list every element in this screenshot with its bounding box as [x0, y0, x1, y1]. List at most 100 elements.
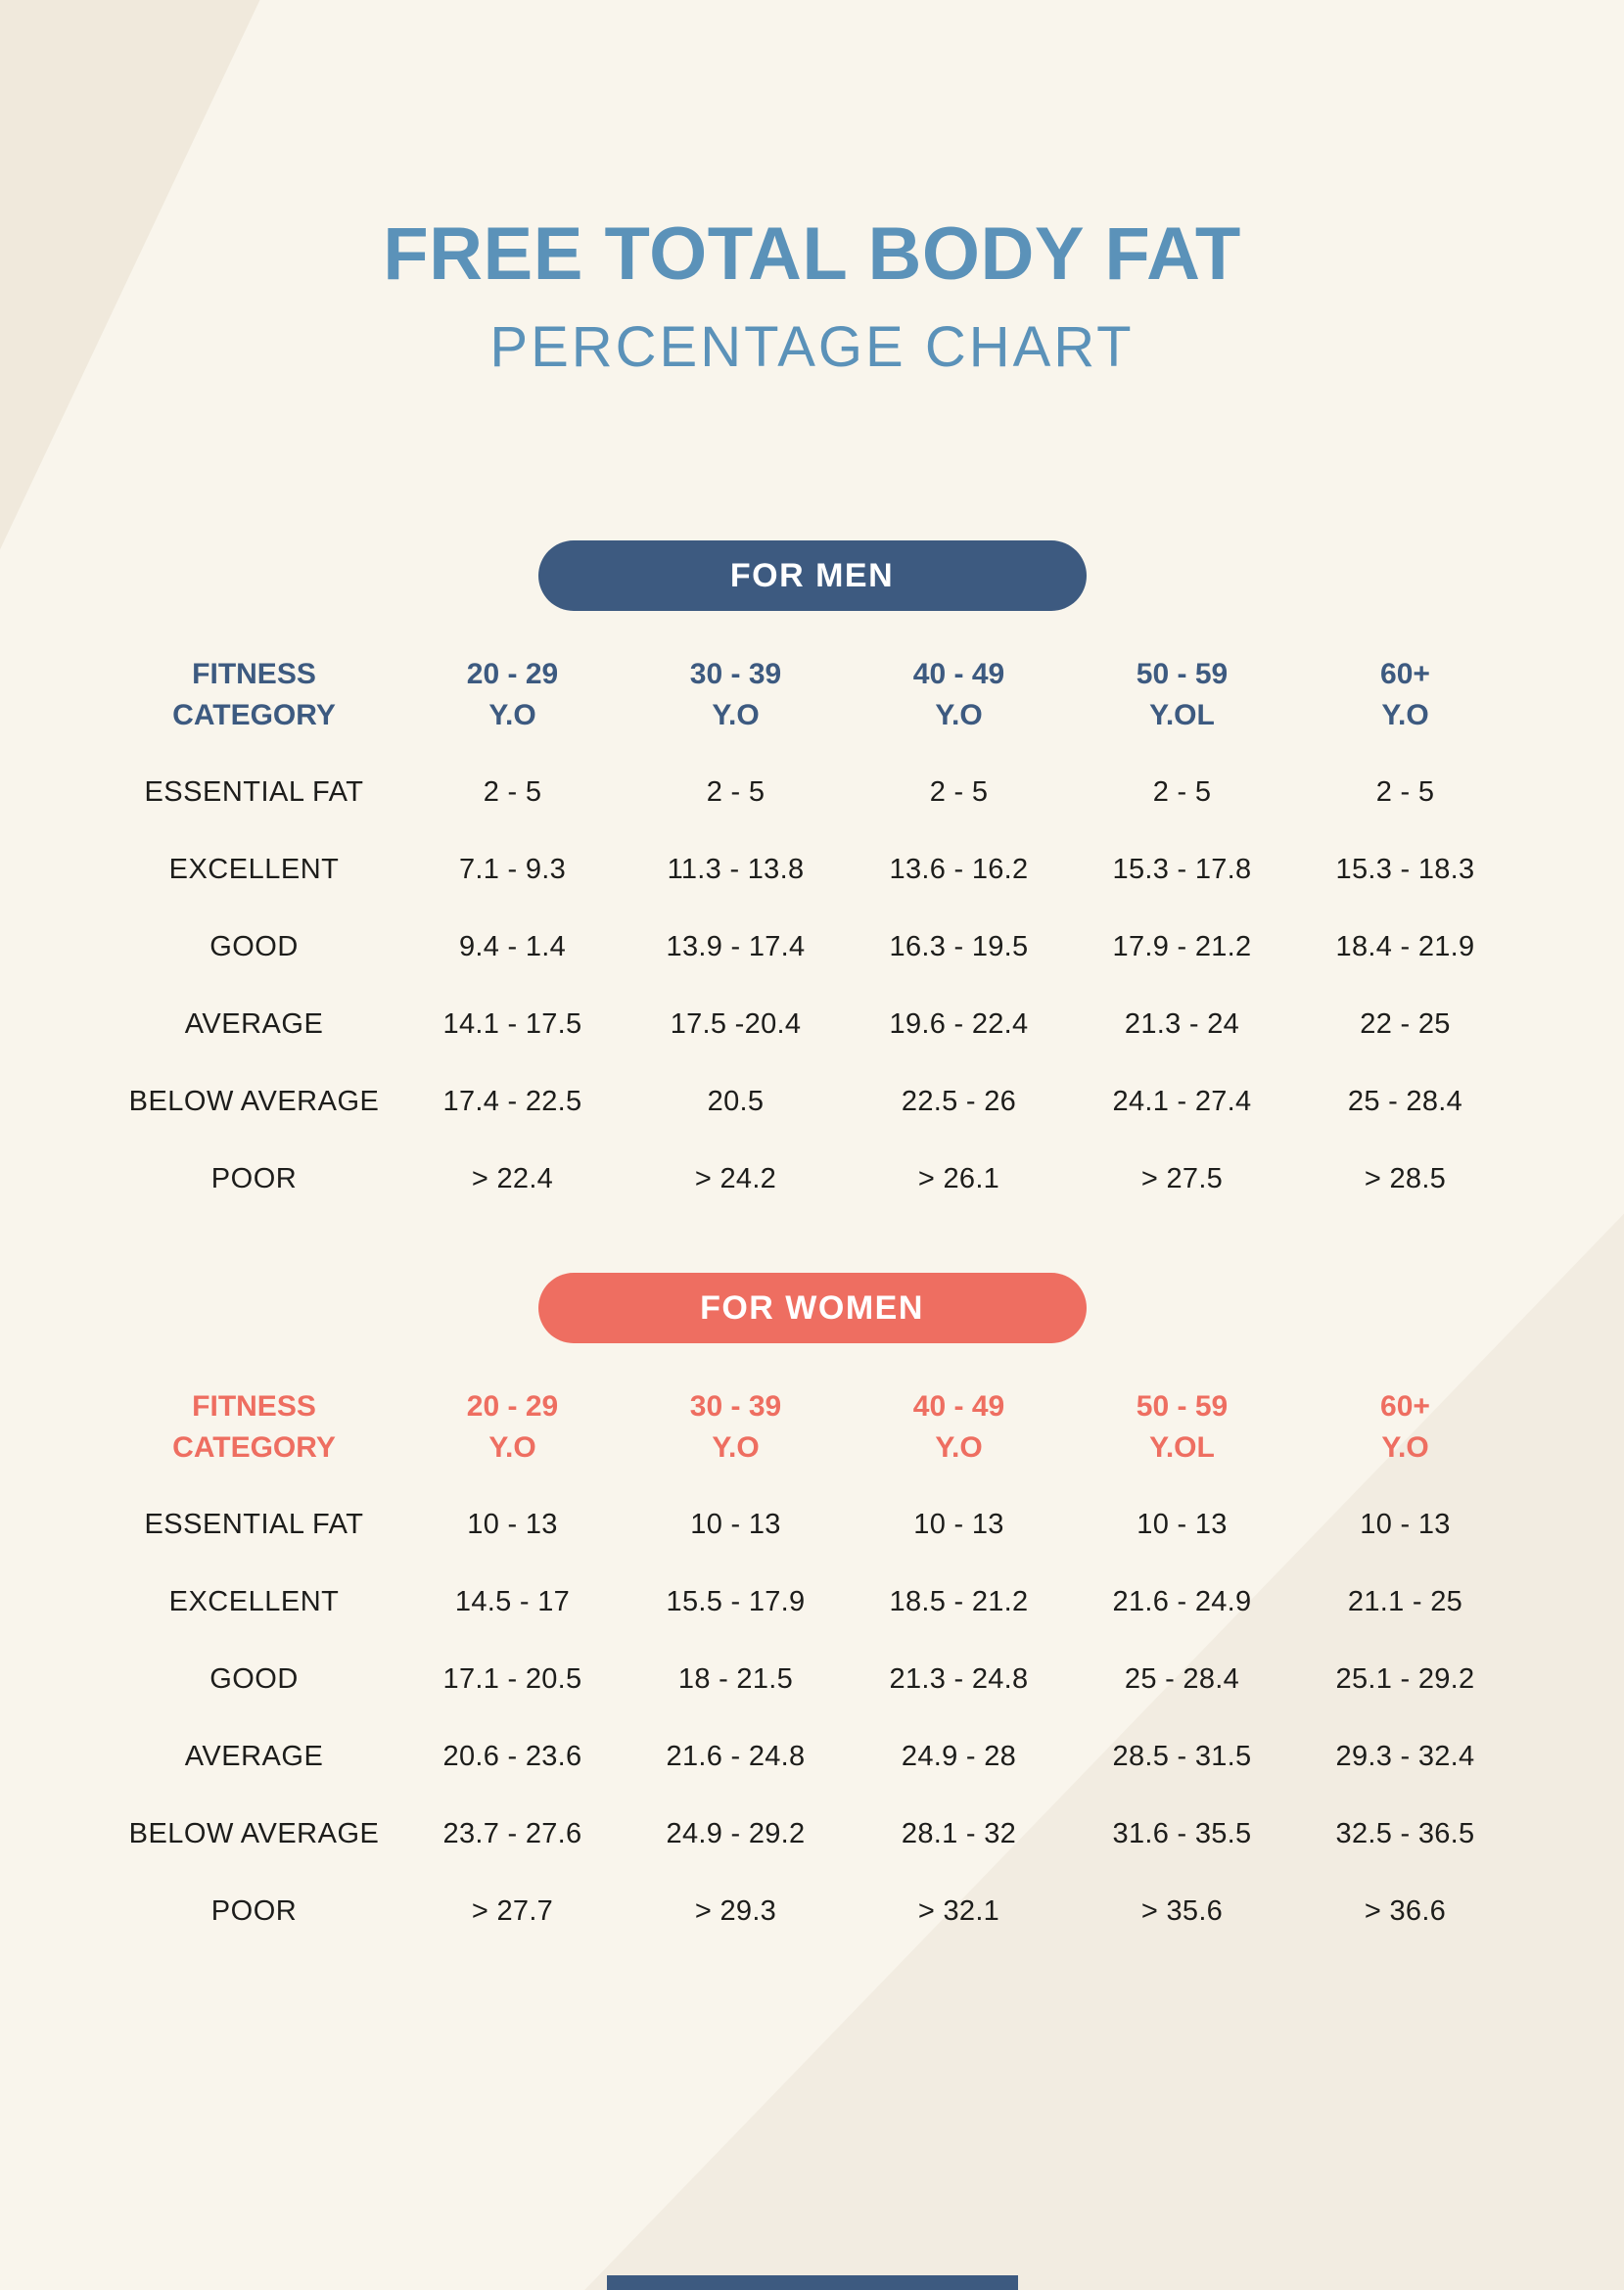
men-row-label: EXCELLENT — [168, 854, 340, 885]
footer-accent-bar — [606, 2275, 1018, 2290]
men-column-header-0: FITNESS CATEGORY — [108, 646, 401, 754]
women-row-label: POOR — [210, 1895, 298, 1927]
page-subtitle: PERCENTAGE CHART — [489, 315, 1135, 379]
women-cell-value: 10 - 13 — [467, 1509, 558, 1540]
men-table-row: ESSENTIAL FAT 2 - 5 2 - 5 2 - 5 2 - 5 2 - 5 — [108, 754, 1517, 831]
column-header-line1: 20 - 29 — [466, 1390, 559, 1423]
men-cell-value: 15.3 - 18.3 — [1335, 854, 1475, 885]
men-cell-value: 15.3 - 17.8 — [1112, 854, 1252, 885]
men-header-row: FITNESS CATEGORY 20 - 29 Y.O 30 - 39 Y.O 40 - … — [108, 646, 1517, 754]
women-header-row: FITNESS CATEGORY 20 - 29 Y.O 30 - 39 Y.O 40 - … — [108, 1379, 1517, 1486]
women-cell-value: 15.5 - 17.9 — [666, 1586, 806, 1617]
column-header-line2: Y.O — [1381, 1431, 1429, 1464]
men-column-header-4: 50 - 59 Y.OL — [1071, 646, 1294, 754]
women-cell-value: 31.6 - 35.5 — [1112, 1818, 1252, 1849]
men-column-header-3: 40 - 49 Y.O — [848, 646, 1071, 754]
men-row-label: BELOW AVERAGE — [128, 1086, 380, 1117]
column-header-line1: 30 - 39 — [689, 658, 782, 690]
men-cell-value: 7.1 - 9.3 — [458, 854, 567, 885]
women-cell-value: 18 - 21.5 — [677, 1663, 794, 1695]
women-cell-value: 24.9 - 29.2 — [666, 1818, 806, 1849]
column-header-line2: Y.OL — [1149, 699, 1215, 731]
men-row-label: POOR — [210, 1163, 298, 1194]
women-column-header-3: 40 - 49 Y.O — [848, 1379, 1071, 1486]
women-cell-value: 18.5 - 21.2 — [889, 1586, 1029, 1617]
men-cell-value: 13.9 - 17.4 — [666, 931, 806, 962]
column-header-line2: Y.OL — [1149, 1431, 1215, 1464]
column-header-line1: 30 - 39 — [689, 1390, 782, 1423]
men-table: FITNESS CATEGORY 20 - 29 Y.O 30 - 39 Y.O 40 - … — [108, 646, 1517, 1218]
tables-container: FOR MEN FITNESS CATEGORY 20 - 29 Y.O 30 - 39 Y… — [0, 540, 1624, 1950]
women-row-label: GOOD — [209, 1663, 299, 1695]
women-cell-value: 21.6 - 24.9 — [1112, 1586, 1252, 1617]
women-table-row: ESSENTIAL FAT 10 - 13 10 - 13 10 - 13 10 - 1… — [108, 1486, 1517, 1564]
women-cell-value: 17.1 - 20.5 — [442, 1663, 582, 1695]
column-header-line2: Y.O — [488, 1431, 536, 1464]
men-row-label: ESSENTIAL FAT — [144, 776, 364, 808]
women-cell-value: > 27.7 — [471, 1895, 554, 1927]
women-cell-value: 10 - 13 — [1137, 1509, 1228, 1540]
women-column-header-4: 50 - 59 Y.OL — [1071, 1379, 1294, 1486]
women-cell-value: > 32.1 — [917, 1895, 1000, 1927]
women-cell-value: 25 - 28.4 — [1124, 1663, 1240, 1695]
women-column-header-2: 30 - 39 Y.O — [625, 1379, 848, 1486]
men-cell-value: 22.5 - 26 — [901, 1086, 1017, 1117]
men-cell-value: > 26.1 — [917, 1163, 1000, 1194]
men-cell-value: 16.3 - 19.5 — [889, 931, 1029, 962]
women-cell-value: 10 - 13 — [690, 1509, 781, 1540]
men-cell-value: 17.4 - 22.5 — [442, 1086, 582, 1117]
column-header-line2: Y.O — [935, 1431, 983, 1464]
column-header-line2: Y.O — [488, 699, 536, 731]
women-cell-value: 29.3 - 32.4 — [1335, 1741, 1475, 1772]
page-title: FREE TOTAL BODY FAT — [383, 212, 1241, 296]
men-cell-value: 2 - 5 — [929, 776, 989, 808]
men-cell-value: 13.6 - 16.2 — [889, 854, 1029, 885]
women-cell-value: 28.5 - 31.5 — [1112, 1741, 1252, 1772]
page-header: FREE TOTAL BODY FAT PERCENTAGE CHART — [0, 0, 1624, 376]
men-cell-value: 19.6 - 22.4 — [889, 1008, 1029, 1040]
men-cell-value: 2 - 5 — [1152, 776, 1212, 808]
women-row-label: EXCELLENT — [168, 1586, 340, 1617]
women-table-row: AVERAGE 20.6 - 23.6 21.6 - 24.8 24.9 - 28 28… — [108, 1718, 1517, 1796]
column-header-line1: 50 - 59 — [1136, 1390, 1229, 1423]
men-cell-value: 17.5 -20.4 — [670, 1008, 802, 1040]
women-cell-value: 21.1 - 25 — [1347, 1586, 1463, 1617]
men-cell-value: 9.4 - 1.4 — [458, 931, 567, 962]
women-column-header-1: 20 - 29 Y.O — [401, 1379, 625, 1486]
column-header-line2: Y.O — [712, 1431, 760, 1464]
men-section-pill: FOR MEN — [537, 540, 1087, 611]
women-cell-value: > 36.6 — [1364, 1895, 1447, 1927]
men-cell-value: 17.9 - 21.2 — [1112, 931, 1252, 962]
men-cell-value: 24.1 - 27.4 — [1112, 1086, 1252, 1117]
women-cell-value: 32.5 - 36.5 — [1335, 1818, 1475, 1849]
women-section: FOR WOMEN FITNESS CATEGORY 20 - 29 Y.O 30 - 3… — [0, 1273, 1624, 1950]
column-header-line2: Y.O — [935, 699, 983, 731]
women-row-label: BELOW AVERAGE — [128, 1818, 380, 1849]
column-header-line1: 60+ — [1380, 1390, 1430, 1423]
women-cell-value: 21.6 - 24.8 — [666, 1741, 806, 1772]
men-cell-value: 2 - 5 — [1375, 776, 1435, 808]
men-cell-value: 20.5 — [707, 1086, 765, 1117]
women-table-row: POOR > 27.7 > 29.3 > 32.1 > 35.6 > 36.6 — [108, 1873, 1517, 1950]
women-table: FITNESS CATEGORY 20 - 29 Y.O 30 - 39 Y.O 40 - … — [108, 1379, 1517, 1950]
men-column-header-1: 20 - 29 Y.O — [401, 646, 625, 754]
men-table-row: EXCELLENT 7.1 - 9.3 11.3 - 13.8 13.6 - 16.2… — [108, 831, 1517, 909]
women-cell-value: 28.1 - 32 — [901, 1818, 1017, 1849]
men-table-row: BELOW AVERAGE 17.4 - 22.5 20.5 22.5 - 26 24.… — [108, 1063, 1517, 1141]
women-cell-value: 10 - 13 — [913, 1509, 1004, 1540]
women-section-pill: FOR WOMEN — [537, 1273, 1087, 1343]
women-cell-value: 10 - 13 — [1360, 1509, 1451, 1540]
women-cell-value: > 29.3 — [694, 1895, 777, 1927]
column-header-line2: CATEGORY — [172, 1431, 336, 1464]
men-section: FOR MEN FITNESS CATEGORY 20 - 29 Y.O 30 - 39 Y… — [0, 540, 1624, 1218]
men-cell-value: 25 - 28.4 — [1347, 1086, 1463, 1117]
column-header-line1: 40 - 49 — [912, 1390, 1005, 1423]
column-header-line1: 40 - 49 — [912, 658, 1005, 690]
women-table-row: BELOW AVERAGE 23.7 - 27.6 24.9 - 29.2 28.1 … — [108, 1796, 1517, 1873]
column-header-line1: 20 - 29 — [466, 658, 559, 690]
men-cell-value: 11.3 - 13.8 — [667, 854, 805, 885]
women-cell-value: 14.5 - 17 — [454, 1586, 571, 1617]
men-column-header-2: 30 - 39 Y.O — [625, 646, 848, 754]
men-cell-value: > 27.5 — [1140, 1163, 1224, 1194]
